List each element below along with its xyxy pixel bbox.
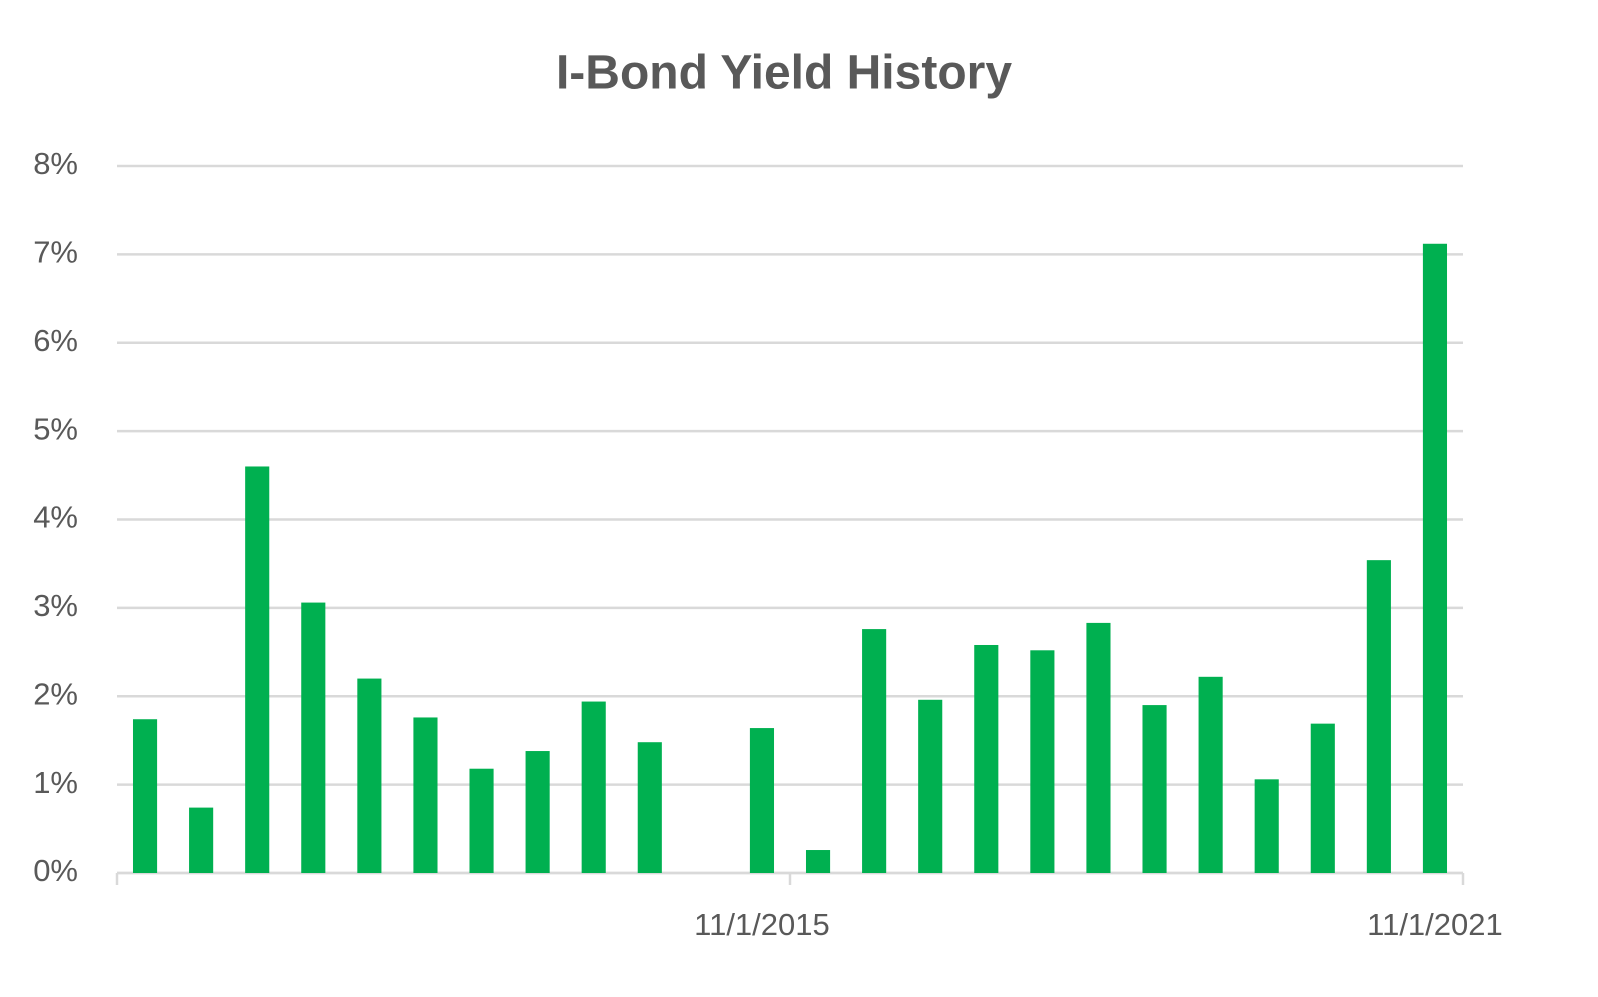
bar xyxy=(1366,560,1391,873)
bar xyxy=(1310,723,1335,873)
bar xyxy=(1030,650,1055,873)
y-tick-label: 7% xyxy=(33,235,78,270)
y-tick-label: 0% xyxy=(33,853,78,888)
bar xyxy=(1086,622,1111,873)
x-tick-label: 11/1/2021 xyxy=(1367,907,1503,942)
y-tick-label: 6% xyxy=(33,323,78,358)
bar xyxy=(637,742,662,873)
bar xyxy=(301,602,326,873)
bar xyxy=(1422,243,1448,873)
bar xyxy=(357,678,382,873)
bar xyxy=(805,850,831,873)
bar xyxy=(581,701,606,873)
bar xyxy=(469,768,494,873)
bar xyxy=(189,807,214,873)
bar xyxy=(1198,676,1223,873)
bar xyxy=(749,728,775,873)
bar xyxy=(918,699,943,873)
y-tick-label: 3% xyxy=(33,588,78,623)
bar xyxy=(974,644,999,873)
bar xyxy=(245,466,270,873)
bar xyxy=(1254,779,1279,873)
y-tick-label: 8% xyxy=(33,146,78,181)
chart-title: I-Bond Yield History xyxy=(556,47,1012,100)
x-tick-label: 11/1/2015 xyxy=(694,907,830,942)
bar xyxy=(1142,705,1167,873)
y-tick-label: 5% xyxy=(33,411,78,446)
y-tick-label: 1% xyxy=(33,765,78,800)
y-tick-label: 4% xyxy=(33,500,78,535)
y-tick-label: 2% xyxy=(33,676,78,711)
bar xyxy=(525,751,550,873)
bar xyxy=(862,629,887,873)
bar xyxy=(413,717,438,873)
bar xyxy=(132,719,158,873)
